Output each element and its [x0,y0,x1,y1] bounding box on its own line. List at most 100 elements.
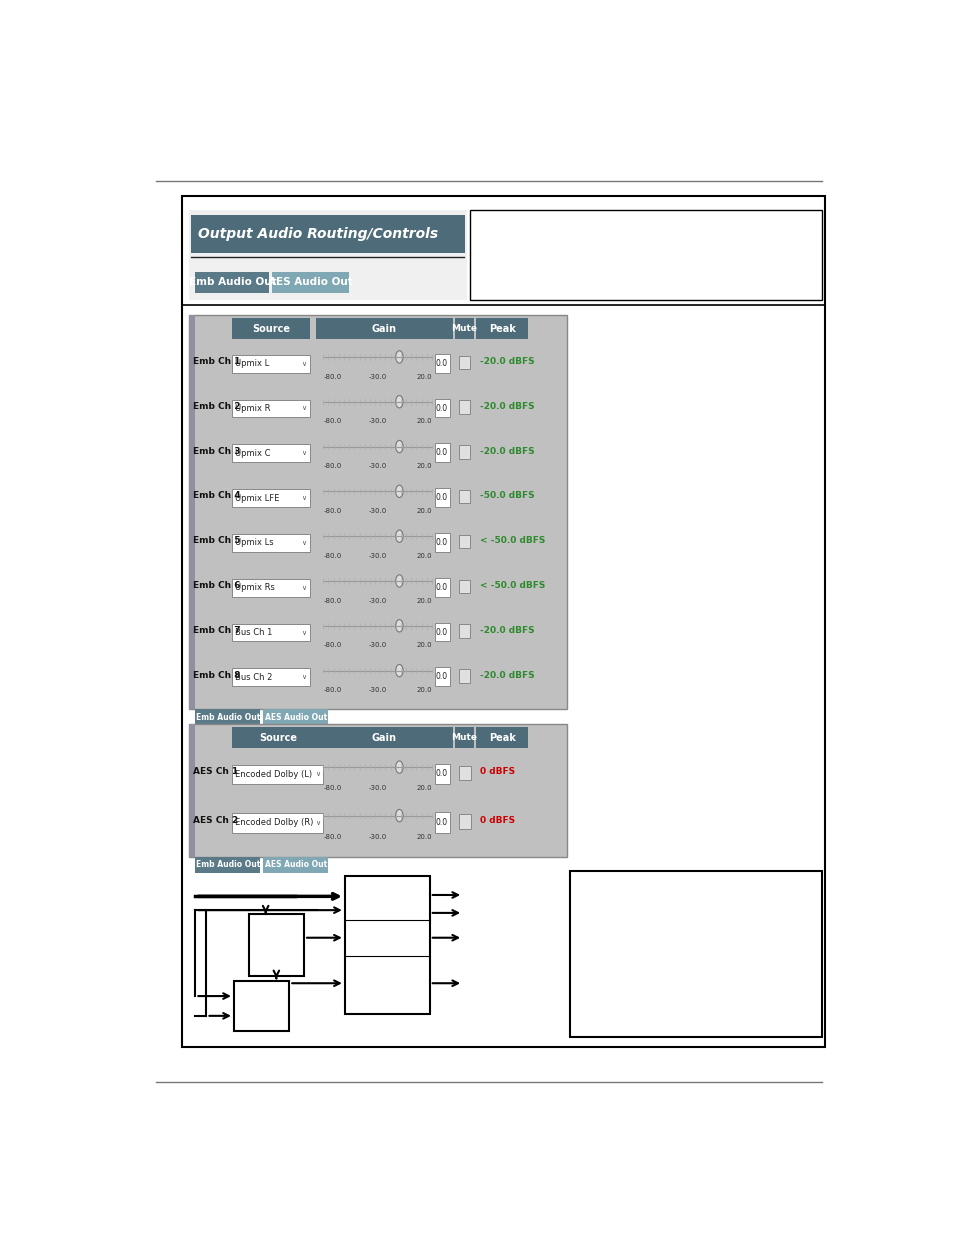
FancyBboxPatch shape [233,668,310,687]
FancyBboxPatch shape [459,445,469,458]
Text: 20.0: 20.0 [416,419,432,425]
FancyBboxPatch shape [233,489,310,508]
FancyBboxPatch shape [233,579,310,597]
FancyBboxPatch shape [233,764,323,784]
FancyBboxPatch shape [435,399,450,417]
Text: Emb Audio Out: Emb Audio Out [195,713,260,721]
Text: -30.0: -30.0 [368,687,386,693]
Text: ∨: ∨ [314,772,319,777]
Text: Emb Ch 2: Emb Ch 2 [193,401,240,411]
FancyBboxPatch shape [191,215,465,253]
Text: -30.0: -30.0 [368,463,386,469]
FancyBboxPatch shape [233,445,310,462]
Text: Upmix L: Upmix L [235,359,270,368]
Text: -30.0: -30.0 [368,834,386,840]
Text: Source: Source [252,324,290,333]
FancyBboxPatch shape [233,354,310,373]
FancyBboxPatch shape [263,709,328,725]
Text: Mute: Mute [451,325,477,333]
Text: Emb Ch 8: Emb Ch 8 [193,671,240,679]
Text: -80.0: -80.0 [323,834,341,840]
Text: -20.0 dBFS: -20.0 dBFS [479,671,534,679]
FancyBboxPatch shape [435,488,450,508]
FancyBboxPatch shape [435,353,450,373]
Text: Bus Ch 1: Bus Ch 1 [235,629,273,637]
FancyBboxPatch shape [435,667,450,687]
Text: 0.0: 0.0 [436,493,448,503]
FancyBboxPatch shape [190,210,466,300]
FancyBboxPatch shape [195,709,260,725]
Text: ∨: ∨ [301,674,306,680]
Text: Emb Ch 4: Emb Ch 4 [193,492,240,500]
Text: -20.0 dBFS: -20.0 dBFS [479,357,534,366]
Text: -80.0: -80.0 [323,419,341,425]
FancyBboxPatch shape [190,315,566,709]
Text: 20.0: 20.0 [416,463,432,469]
FancyBboxPatch shape [455,319,474,340]
FancyBboxPatch shape [435,443,450,462]
Text: Upmix Ls: Upmix Ls [235,538,274,547]
FancyBboxPatch shape [455,727,474,748]
Text: ∨: ∨ [301,584,306,590]
Text: 0.0: 0.0 [436,672,448,682]
FancyBboxPatch shape [459,669,469,683]
Text: 0.0: 0.0 [436,538,448,547]
FancyBboxPatch shape [476,319,528,340]
FancyBboxPatch shape [190,315,195,709]
Text: Output Audio Routing/Controls: Output Audio Routing/Controls [198,227,438,241]
Text: 0.0: 0.0 [436,358,448,368]
Text: 0.0: 0.0 [436,818,448,827]
Text: Gain: Gain [372,732,396,742]
FancyBboxPatch shape [470,210,821,300]
FancyBboxPatch shape [315,319,453,340]
Text: -80.0: -80.0 [323,463,341,469]
Text: 0 dBFS: 0 dBFS [479,767,515,777]
FancyBboxPatch shape [233,319,310,340]
Text: -80.0: -80.0 [323,508,341,514]
Text: Upmix Rs: Upmix Rs [235,583,274,593]
FancyBboxPatch shape [233,399,310,417]
FancyBboxPatch shape [182,195,824,1047]
Text: 20.0: 20.0 [416,508,432,514]
FancyBboxPatch shape [459,490,469,504]
FancyBboxPatch shape [476,727,528,748]
Ellipse shape [395,664,403,677]
FancyBboxPatch shape [435,813,450,832]
Text: Encoded Dolby (L): Encoded Dolby (L) [235,769,313,779]
Ellipse shape [395,485,403,498]
Text: 0.0: 0.0 [436,448,448,457]
Text: -80.0: -80.0 [323,687,341,693]
Text: -80.0: -80.0 [323,785,341,792]
Text: -30.0: -30.0 [368,785,386,792]
Text: -20.0 dBFS: -20.0 dBFS [479,447,534,456]
FancyBboxPatch shape [195,272,269,293]
Text: -80.0: -80.0 [323,598,341,604]
FancyBboxPatch shape [233,982,289,1031]
Text: Gain: Gain [372,324,396,333]
Text: 20.0: 20.0 [416,373,432,379]
Text: Source: Source [258,732,296,742]
Text: 20.0: 20.0 [416,687,432,693]
Text: ∨: ∨ [301,361,306,367]
FancyBboxPatch shape [190,724,566,857]
Text: 0.0: 0.0 [436,583,448,592]
Text: ∨: ∨ [301,630,306,636]
Text: -30.0: -30.0 [368,598,386,604]
Text: 20.0: 20.0 [416,598,432,604]
FancyBboxPatch shape [315,727,453,748]
Ellipse shape [395,761,403,773]
Text: Upmix LFE: Upmix LFE [235,494,279,503]
Text: 0 dBFS: 0 dBFS [479,816,515,825]
Text: < -50.0 dBFS: < -50.0 dBFS [479,580,545,590]
Text: 20.0: 20.0 [416,642,432,648]
Text: ∨: ∨ [314,820,319,826]
FancyBboxPatch shape [233,813,323,832]
FancyBboxPatch shape [195,857,260,873]
Text: -30.0: -30.0 [368,508,386,514]
Text: < -50.0 dBFS: < -50.0 dBFS [479,536,545,545]
FancyBboxPatch shape [459,625,469,638]
Text: Peak: Peak [488,732,516,742]
FancyBboxPatch shape [459,766,470,781]
Text: Upmix C: Upmix C [235,448,271,458]
Text: 0.0: 0.0 [436,627,448,636]
